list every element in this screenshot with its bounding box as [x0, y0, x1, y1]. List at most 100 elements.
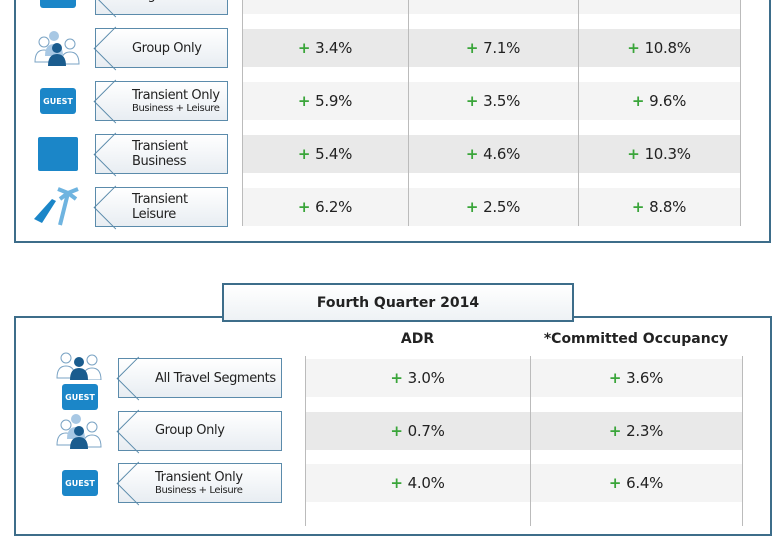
- value-cell: +8.8%: [578, 188, 740, 226]
- row-label: Transient Only Business + Leisure: [95, 81, 228, 121]
- column-divider: [242, 0, 243, 226]
- value-text: 10.8%: [644, 39, 691, 57]
- group-people-icon: [30, 26, 86, 70]
- value-text: 4.0%: [407, 474, 445, 492]
- section-title: Fourth Quarter 2014: [222, 283, 574, 322]
- plus-sign: +: [627, 145, 640, 163]
- value-text: 2.5%: [483, 198, 521, 216]
- value-text: 7.1%: [483, 39, 521, 57]
- value-cell: +2.5%: [408, 188, 578, 226]
- plus-sign: +: [297, 145, 311, 163]
- plus-sign: +: [465, 92, 479, 110]
- value-text: 4.6%: [483, 145, 521, 163]
- briefcase-shape: [38, 137, 78, 171]
- row-label-sub: Business + Leisure: [132, 102, 220, 114]
- value-text: 2.3%: [626, 421, 664, 440]
- row-band: [305, 411, 742, 450]
- value-cell: +9.6%: [578, 82, 740, 120]
- row-label-text: All Travel Segments: [155, 370, 276, 386]
- value-cell: +3.5%: [408, 82, 578, 120]
- section-title-text: Fourth Quarter 2014: [316, 294, 480, 311]
- value-cell: +2.3%: [530, 412, 742, 450]
- row-label: Transient Business: [95, 134, 228, 174]
- column-header-committed-occupancy: *Committed Occupancy: [543, 331, 729, 347]
- guest-label: GUEST: [40, 0, 76, 8]
- value-text: 9.6%: [649, 92, 687, 110]
- row-label-sub: Business + Leisure: [155, 484, 243, 496]
- row-label: Segments: [95, 0, 228, 15]
- column-divider: [578, 0, 579, 226]
- value-text: 3.5%: [483, 92, 521, 110]
- value-text: 3.6%: [626, 369, 664, 387]
- plus-sign: +: [608, 421, 622, 440]
- value-text: 3.0%: [407, 369, 445, 387]
- value-text: 6.2%: [315, 198, 353, 216]
- value-cell: +4.0%: [305, 464, 530, 502]
- value-cell: +10.8%: [578, 29, 740, 67]
- plus-sign: +: [627, 39, 640, 57]
- plus-sign: +: [390, 421, 403, 440]
- row-label-text: Segments: [132, 0, 227, 3]
- column-divider: [530, 356, 531, 526]
- column-divider: [408, 0, 409, 226]
- row-band: [305, 464, 742, 502]
- column-divider: [305, 356, 306, 526]
- value-text: 10.3%: [644, 145, 691, 163]
- value-text: 5.9%: [315, 92, 353, 110]
- value-text: 0.7%: [407, 421, 445, 440]
- group-people-icon: [52, 409, 108, 453]
- guest-bag-icon: GUEST: [52, 461, 108, 505]
- row-label: Transient Leisure: [95, 187, 228, 227]
- guest-label: GUEST: [40, 88, 76, 114]
- briefcase-icon: [30, 132, 86, 176]
- plus-sign: +: [297, 92, 311, 110]
- guest-bag-icon: GUEST: [30, 0, 86, 17]
- column-divider: [740, 0, 741, 226]
- value-cell: +0.7%: [305, 412, 530, 450]
- row-label: Transient Only Business + Leisure: [118, 463, 282, 503]
- value-text: 5.4%: [315, 145, 353, 163]
- guest-label: GUEST: [62, 470, 98, 496]
- row-label-text: Transient: [132, 139, 188, 154]
- group-and-guest-icon: GUEST: [52, 343, 108, 413]
- row-band: [242, 188, 740, 226]
- value-cell: +5.4%: [242, 135, 408, 173]
- row-label: Group Only: [118, 410, 282, 451]
- value-cell: +5.9%: [242, 82, 408, 120]
- value-cell: +3.6%: [530, 359, 742, 397]
- plus-sign: +: [465, 145, 479, 163]
- row-label-sub: Business: [132, 154, 187, 169]
- value-cell: +6.2%: [242, 188, 408, 226]
- plus-sign: +: [631, 92, 645, 110]
- value-cell: +6.4%: [530, 464, 742, 502]
- plus-sign: +: [390, 369, 403, 387]
- value-cell: +7.1%: [408, 29, 578, 67]
- row-band: [242, 82, 740, 120]
- plus-sign: +: [608, 474, 622, 492]
- beach-chair-palm-icon: [30, 185, 86, 229]
- row-band: [305, 359, 742, 397]
- row-label: Group Only: [95, 28, 228, 68]
- row-label: All Travel Segments: [118, 358, 282, 398]
- row-label-text: Transient Only: [132, 87, 220, 103]
- value-cell: +10.3%: [578, 135, 740, 173]
- row-band: [242, 0, 740, 14]
- plus-sign: +: [297, 39, 311, 57]
- plus-sign: +: [465, 39, 479, 57]
- plus-sign: +: [631, 198, 645, 216]
- value-text: 8.8%: [649, 198, 687, 216]
- column-header-adr: ADR: [400, 331, 435, 347]
- value-cell: +3.0%: [305, 359, 530, 397]
- guest-label: GUEST: [62, 384, 98, 410]
- row-label-sub: Leisure: [132, 207, 176, 222]
- plus-sign: +: [297, 198, 311, 216]
- plus-sign: +: [608, 369, 622, 387]
- row-label-text: Group Only: [155, 423, 225, 438]
- value-text: 3.4%: [315, 39, 353, 57]
- plus-sign: +: [390, 474, 403, 492]
- row-band: [242, 29, 740, 67]
- column-divider: [742, 356, 743, 526]
- value-text: 6.4%: [626, 474, 664, 492]
- row-label-text: Group Only: [132, 40, 202, 56]
- value-cell: +4.6%: [408, 135, 578, 173]
